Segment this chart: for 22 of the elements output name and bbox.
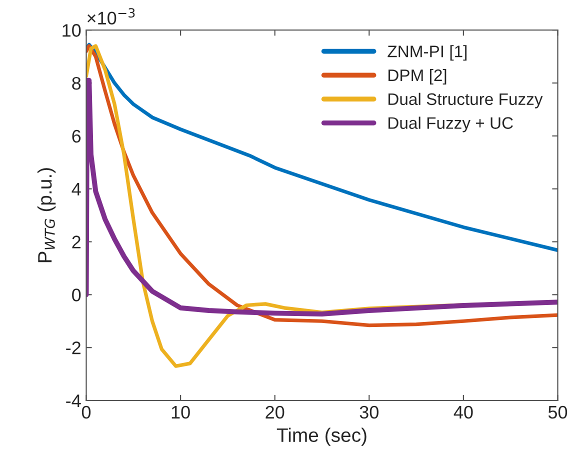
y-tick-label: 4 xyxy=(72,182,81,196)
legend-label: Dual Structure Fuzzy xyxy=(388,92,543,108)
x-axis-title: Time (sec) xyxy=(276,428,366,446)
legend-label: Dual Fuzzy + UC xyxy=(388,116,513,132)
x-tick-label: 20 xyxy=(266,406,284,419)
y-tick-label: 6 xyxy=(72,130,81,143)
y-tick-label: 10 xyxy=(62,24,81,37)
line-series xyxy=(86,42,558,252)
y-tick-label: 8 xyxy=(72,76,81,90)
legend-label: DPM [2] xyxy=(388,68,446,84)
x-tick-label: 0 xyxy=(82,406,91,419)
y-axis-title: P$_{WTG}$ (p.u.) xyxy=(37,168,56,262)
y-tick-label: 0 xyxy=(72,288,81,302)
text: ×10$^{−3}$ xyxy=(88,8,135,25)
x-tick-label: 30 xyxy=(360,406,378,419)
x-tick-label: 10 xyxy=(172,406,190,419)
y-tick-label: -4 xyxy=(66,394,81,408)
legend-label: ZNM-PI [1] xyxy=(388,45,467,61)
x-tick-label: 40 xyxy=(454,406,473,419)
y-tick-label: -2 xyxy=(66,342,80,354)
x-tick-label: 50 xyxy=(548,406,568,419)
y-tick-label: 2 xyxy=(72,236,80,248)
